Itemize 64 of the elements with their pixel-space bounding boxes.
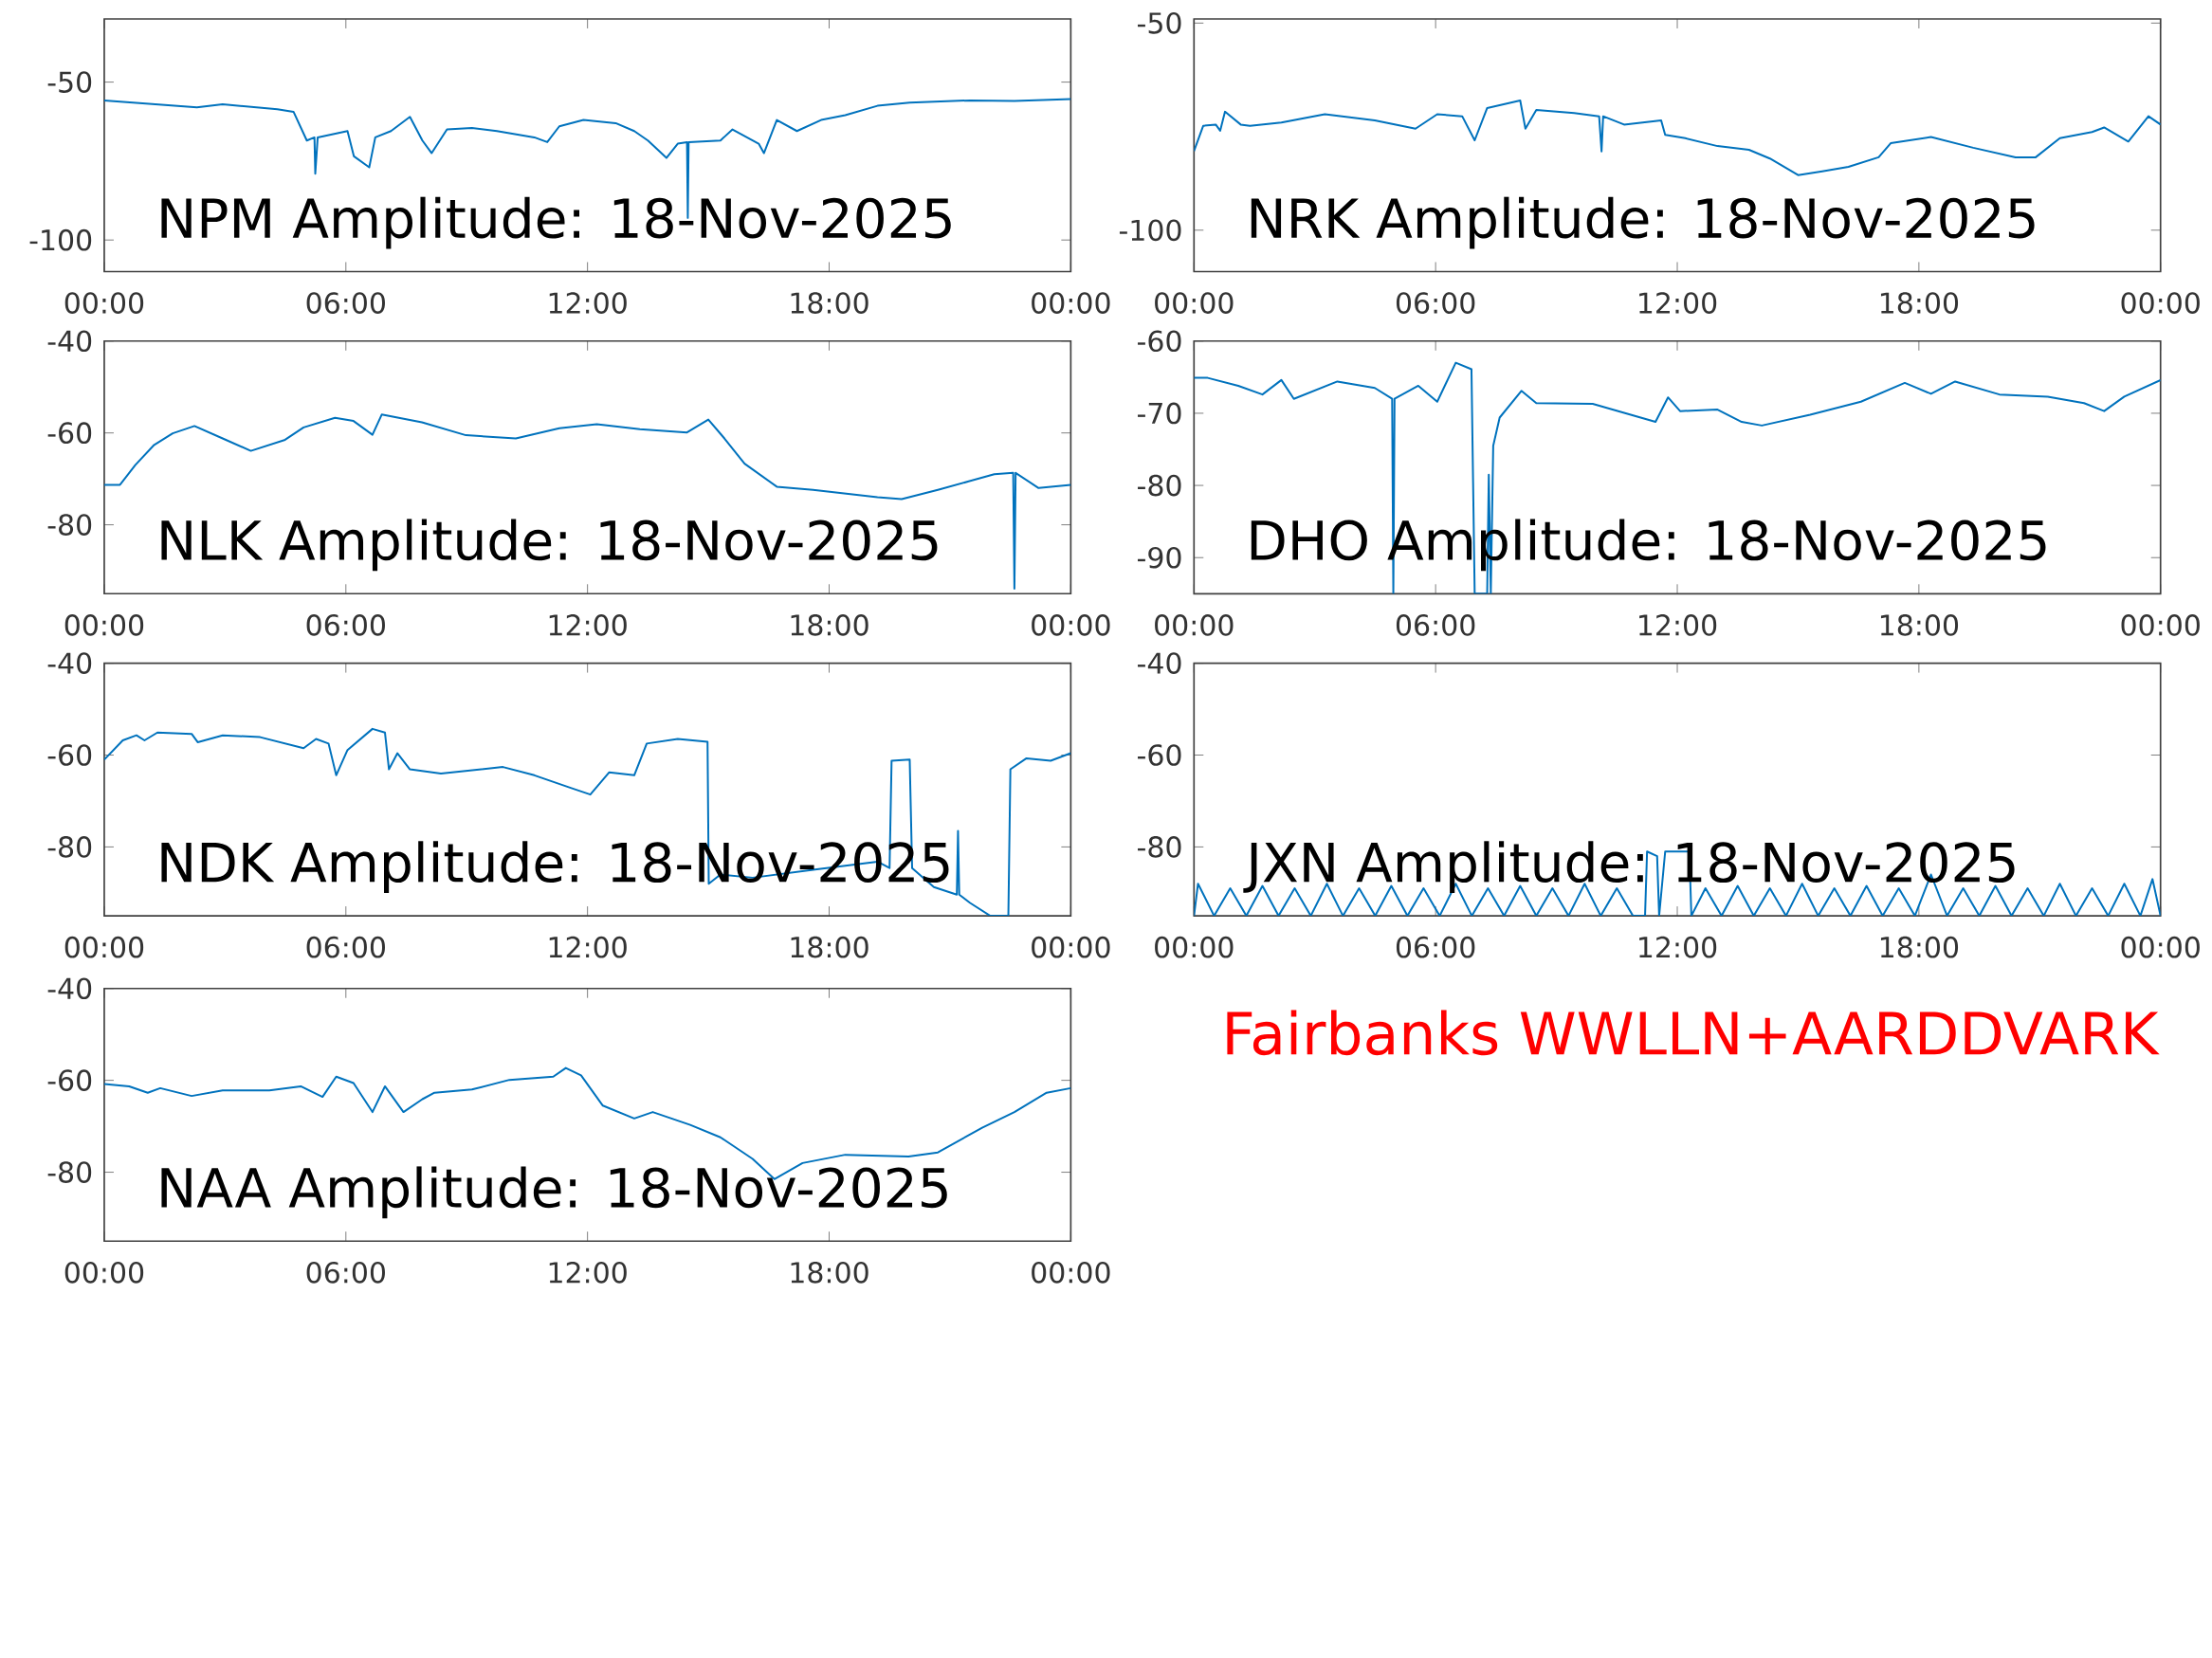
x-tick-label: 00:00 (1032, 292, 1110, 314)
y-tick-label: -40 (47, 977, 92, 1000)
y-tick-label: -80 (47, 1161, 92, 1183)
x-tick-label: 00:00 (1032, 936, 1110, 958)
y-tick-label: -40 (1138, 652, 1181, 674)
x-tick-label: 18:00 (791, 614, 868, 636)
x-tick-label: 12:00 (1639, 936, 1717, 958)
x-tick-label: 00:00 (64, 614, 144, 636)
y-tick-label: -60 (1138, 744, 1181, 766)
x-tick-label: 00:00 (1155, 936, 1234, 958)
x-tick-label: 18:00 (1880, 614, 1959, 636)
x-tick-label: 12:00 (549, 614, 627, 636)
y-tick-label: -40 (47, 652, 92, 674)
y-tick-label: -100 (29, 228, 92, 251)
text: NPM Amplitude: 18-Nov-2025 (161, 196, 951, 249)
x-tick-label: 18:00 (791, 292, 868, 314)
x-tick-label: 12:00 (549, 936, 627, 958)
x-tick-label: 18:00 (1880, 936, 1959, 958)
x-tick-label: 12:00 (549, 292, 627, 314)
x-tick-label: 12:00 (1639, 292, 1717, 314)
x-tick-label: 00:00 (2121, 614, 2200, 636)
x-tick-label: 00:00 (2121, 936, 2200, 958)
y-tick-label: -60 (47, 744, 92, 766)
line-series (1194, 361, 2161, 594)
text: NAA Amplitude: 18-Nov-2025 (161, 1166, 947, 1219)
x-tick-label: 06:00 (1396, 292, 1475, 314)
text: NRK Amplitude: 18-Nov-2025 (1251, 196, 2035, 249)
x-tick-label: 06:00 (306, 936, 385, 958)
x-tick-label: 00:00 (1155, 614, 1234, 636)
y-tick-label: -80 (1138, 836, 1181, 858)
x-tick-label: 00:00 (1032, 614, 1110, 636)
x-tick-label: 00:00 (64, 1261, 144, 1284)
y-tick-label: -60 (47, 422, 92, 445)
y-tick-label: -50 (47, 71, 92, 93)
x-tick-label: 18:00 (791, 936, 868, 958)
y-tick-label: -80 (47, 836, 92, 858)
x-tick-label: 00:00 (2121, 292, 2200, 314)
x-tick-label: 06:00 (306, 1261, 385, 1284)
x-tick-label: 00:00 (64, 292, 144, 314)
y-tick-label: -90 (1138, 546, 1181, 569)
x-tick-label: 06:00 (1396, 614, 1475, 636)
text: Fairbanks WWLLN+AARDDVARK (1227, 1010, 2160, 1056)
x-tick-label: 18:00 (1880, 292, 1959, 314)
y-tick-label: -60 (1138, 330, 1181, 353)
x-tick-label: 12:00 (1639, 614, 1717, 636)
y-tick-label: -70 (1138, 402, 1181, 425)
x-tick-label: 06:00 (1396, 936, 1475, 958)
x-tick-label: 00:00 (1032, 1261, 1110, 1284)
y-tick-label: -80 (47, 514, 92, 536)
x-tick-label: 00:00 (64, 936, 144, 958)
y-tick-label: -60 (47, 1069, 92, 1091)
y-tick-label: -50 (1138, 12, 1181, 34)
x-tick-label: 18:00 (791, 1261, 868, 1284)
text: NLK Amplitude: 18-Nov-2025 (161, 519, 938, 572)
y-tick-label: -100 (1119, 219, 1181, 242)
x-tick-label: 06:00 (306, 614, 385, 636)
x-tick-label: 12:00 (549, 1261, 627, 1284)
line-series (103, 727, 1071, 917)
line-series (103, 413, 1071, 590)
x-tick-label: 06:00 (306, 292, 385, 314)
x-tick-label: 00:00 (1155, 292, 1234, 314)
y-tick-label: -80 (1138, 474, 1181, 497)
line-series (1194, 100, 2161, 176)
y-tick-label: -40 (47, 330, 92, 353)
